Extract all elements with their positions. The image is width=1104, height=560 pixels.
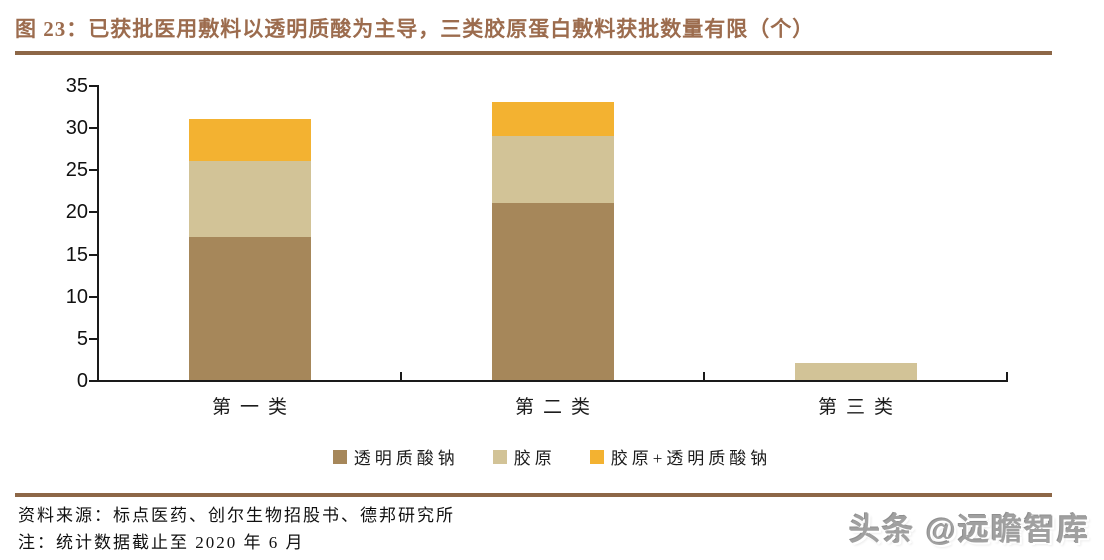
bar-segment-胶原 bbox=[794, 363, 917, 380]
x-axis-category-label: 第三类 bbox=[817, 397, 902, 418]
x-axis-line bbox=[97, 380, 1008, 382]
legend-item: 胶原 bbox=[492, 444, 556, 469]
y-axis-tick-label: 20 bbox=[65, 201, 88, 224]
y-axis-tick bbox=[89, 85, 97, 87]
bar-segment-透明质酸钠 bbox=[188, 236, 311, 380]
bar-segment-胶原 bbox=[188, 160, 311, 237]
source-note: 资料来源：标点医药、创尔生物招股书、德邦研究所 bbox=[18, 506, 455, 525]
y-axis-tick bbox=[89, 127, 97, 130]
x-axis-tick bbox=[703, 372, 705, 380]
x-axis-tick bbox=[400, 372, 402, 380]
y-axis-tick-label: 25 bbox=[65, 159, 88, 182]
y-axis-tick-label: 0 bbox=[76, 370, 88, 392]
x-axis-tick bbox=[1006, 372, 1008, 380]
legend-swatch-icon bbox=[492, 449, 507, 464]
bar-segment-胶原+透明质酸钠 bbox=[188, 118, 311, 161]
y-axis-tick-label: 35 bbox=[65, 75, 88, 97]
x-axis-category-label: 第二类 bbox=[514, 397, 599, 418]
watermark-text: 头条 @远瞻智库 bbox=[849, 512, 1090, 547]
legend-swatch-icon bbox=[332, 449, 347, 464]
bar-segment-胶原+透明质酸钠 bbox=[491, 101, 614, 136]
y-axis-tick bbox=[89, 295, 97, 298]
x-axis-category-label: 第一类 bbox=[211, 397, 296, 418]
bar-segment-胶原 bbox=[491, 135, 614, 203]
legend-item: 透明质酸钠 bbox=[332, 444, 459, 469]
chart-legend: 透明质酸钠 胶原 胶原+透明质酸钠 bbox=[0, 444, 1104, 469]
y-axis-tick-label: 30 bbox=[65, 117, 88, 140]
y-axis-tick-label: 10 bbox=[65, 285, 88, 308]
y-axis-line bbox=[97, 85, 99, 382]
y-axis-tick bbox=[89, 380, 97, 382]
y-axis-tick-label: 5 bbox=[76, 327, 88, 350]
legend-label: 胶原+透明质酸钠 bbox=[610, 449, 772, 468]
statistics-note: 注：统计数据截止至 2020 年 6 月 bbox=[18, 533, 305, 552]
figure-title: 图 23：已获批医用敷料以透明质酸为主导，三类胶原蛋白敷料获批数量有限（个） bbox=[15, 17, 815, 41]
legend-label: 透明质酸钠 bbox=[353, 449, 459, 468]
bar-segment-透明质酸钠 bbox=[491, 203, 614, 380]
y-axis-tick bbox=[89, 169, 97, 172]
y-axis-tick bbox=[89, 211, 97, 214]
legend-swatch-icon bbox=[589, 449, 604, 464]
title-separator-rule bbox=[15, 51, 1052, 55]
footer-separator-rule bbox=[15, 493, 1052, 497]
legend-label: 胶原 bbox=[513, 449, 556, 468]
y-axis-tick bbox=[89, 253, 97, 256]
legend-item: 胶原+透明质酸钠 bbox=[589, 444, 772, 469]
y-axis-tick bbox=[89, 337, 97, 340]
y-axis-tick-label: 15 bbox=[65, 243, 88, 266]
